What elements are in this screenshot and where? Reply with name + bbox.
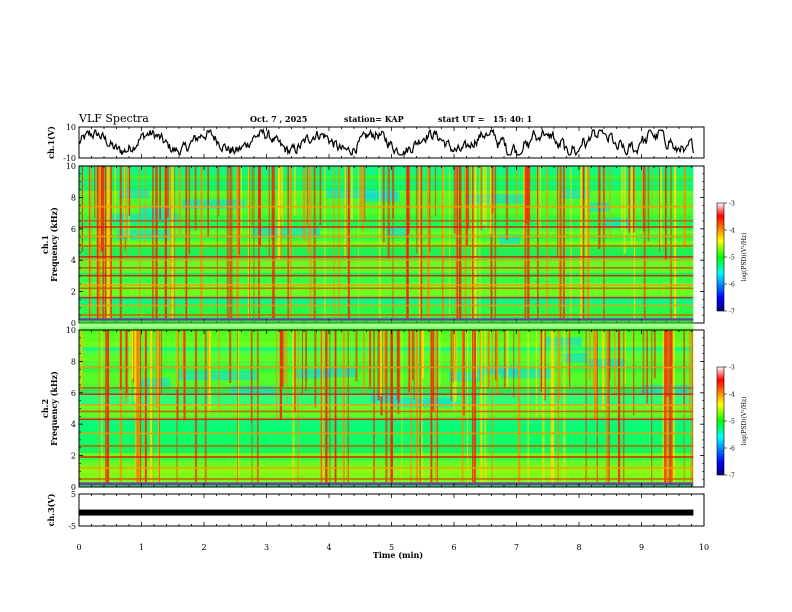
frequency-band bbox=[79, 432, 694, 435]
y-tick-label: 8 bbox=[71, 193, 76, 202]
x-tick-label: 2 bbox=[201, 543, 206, 552]
waveform-trace bbox=[78, 127, 694, 157]
frequency-band bbox=[79, 245, 694, 247]
frequency-band bbox=[79, 226, 694, 228]
colorbar-label: log(PSD)(V²/Hz) bbox=[741, 397, 748, 446]
frequency-band bbox=[79, 267, 694, 269]
station-label: station= KAP bbox=[344, 114, 404, 124]
frequency-band bbox=[79, 366, 694, 369]
frequency-band bbox=[79, 404, 694, 406]
spectrogram-ch2-cells bbox=[79, 320, 704, 487]
colorbar-tick-label: -4 bbox=[729, 392, 735, 399]
y-tick-label: 10 bbox=[66, 162, 76, 171]
frequency-band bbox=[79, 478, 694, 480]
x-tick-label: 10 bbox=[699, 543, 709, 552]
frequency-band bbox=[79, 314, 694, 316]
x-axis-label: Time (min) bbox=[373, 550, 423, 560]
x-tick-label: 0 bbox=[76, 543, 81, 552]
y-axis-label: ch.2 bbox=[40, 399, 50, 418]
colorbar-tick-label: -3 bbox=[729, 201, 735, 208]
y-tick-label: 10 bbox=[66, 123, 76, 132]
frequency-band bbox=[79, 467, 694, 469]
x-tick-label: 5 bbox=[389, 543, 394, 552]
colorbar-tick-label: -6 bbox=[729, 446, 735, 453]
y-tick-label: -5 bbox=[68, 522, 76, 531]
colorbar-scale bbox=[716, 366, 725, 476]
y-axis-label: ch.3(V) bbox=[46, 493, 56, 526]
spectrogram-ch1-cells bbox=[79, 165, 704, 323]
frequency-band bbox=[79, 304, 694, 307]
x-tick-label: 9 bbox=[639, 543, 644, 552]
frequency-band bbox=[79, 445, 694, 447]
y-tick-label: 0 bbox=[71, 319, 76, 328]
colorbar-tick-label: -5 bbox=[729, 255, 735, 262]
frequency-band bbox=[79, 219, 694, 222]
spectrogram-ch1-colorbar: -3 -4 -5 -6 -7 log(PSD)(V²/Hz) bbox=[716, 201, 748, 316]
colorbar-tick-label: -7 bbox=[729, 309, 735, 316]
frequency-band bbox=[79, 296, 694, 299]
y-tick-label: 6 bbox=[71, 389, 76, 398]
frequency-band bbox=[79, 287, 694, 290]
frequency-band bbox=[79, 387, 694, 389]
panel-waveform-ch1: 10 -10 ch.1(V) bbox=[46, 123, 705, 163]
colorbar-scale bbox=[716, 202, 725, 312]
x-tick-label: 6 bbox=[451, 543, 456, 552]
y-tick-label: 6 bbox=[71, 225, 76, 234]
y-tick-label: 2 bbox=[71, 452, 76, 461]
figure-title: VLF Spectra bbox=[79, 112, 149, 125]
colorbar-tick-label: -3 bbox=[729, 365, 735, 372]
colorbar-tick-label: -5 bbox=[729, 419, 735, 426]
y-axis-label: ch.1(V) bbox=[46, 126, 56, 159]
frequency-band bbox=[79, 256, 694, 258]
panel-spectrogram-ch1: -3 -4 -5 -6 -7 log(PSD)(V²/Hz) 0 2 4 6 8 10 ch.1 Freq… bbox=[40, 162, 748, 328]
panel-spectrogram-ch2: -3 -4 -5 -6 -7 log(PSD)(V²/Hz) 0 2 4 6 8 10 ch.2 Freq… bbox=[40, 320, 748, 492]
date-label: Oct. 7 , 2025 bbox=[250, 114, 308, 124]
y-axis-label: ch.1 bbox=[40, 235, 50, 254]
frequency-band bbox=[79, 205, 694, 208]
y-tick-label: 5 bbox=[71, 490, 76, 499]
colorbar-tick-label: -7 bbox=[729, 473, 735, 480]
y-axis-label: Frequency (kHz) bbox=[49, 207, 59, 282]
frequency-band bbox=[79, 259, 694, 261]
frequency-band bbox=[79, 418, 694, 421]
start-time-label: start UT = 15: 40: 1 bbox=[438, 114, 533, 124]
y-tick-label: 4 bbox=[71, 420, 76, 429]
x-tick-label: 3 bbox=[264, 543, 269, 552]
colorbar-tick-label: -4 bbox=[729, 228, 735, 235]
y-tick-label: 2 bbox=[71, 288, 76, 297]
y-tick-label: 10 bbox=[66, 326, 76, 335]
frequency-band bbox=[79, 393, 694, 395]
frequency-band bbox=[79, 274, 694, 277]
waveform-ch3-trace bbox=[79, 509, 694, 516]
x-tick-label: 7 bbox=[514, 543, 519, 552]
x-tick-label: 8 bbox=[576, 543, 581, 552]
y-tick-label: 4 bbox=[71, 256, 76, 265]
y-tick-label: 8 bbox=[71, 357, 76, 366]
waveform-trace bbox=[79, 509, 694, 516]
colorbar-label: log(PSD)(V²/Hz) bbox=[741, 233, 748, 282]
y-tick-label: -10 bbox=[63, 154, 76, 163]
waveform-ch1-trace bbox=[78, 127, 694, 157]
panel-waveform-ch3: 5 -5 ch.3(V) bbox=[46, 490, 705, 531]
frequency-band bbox=[79, 456, 694, 458]
y-tick-label: 0 bbox=[71, 483, 76, 492]
y-axis-label: Frequency (kHz) bbox=[49, 371, 59, 446]
x-tick-label: 4 bbox=[326, 543, 331, 552]
spectrogram-ch2-colorbar: -3 -4 -5 -6 -7 log(PSD)(V²/Hz) bbox=[716, 365, 748, 480]
frequency-band bbox=[79, 235, 694, 238]
frequency-band bbox=[79, 284, 694, 286]
x-axis: 0 1 2 3 4 5 6 7 8 9 10 Time (min) bbox=[76, 543, 709, 560]
colorbar-tick-label: -6 bbox=[729, 282, 735, 289]
x-tick-label: 1 bbox=[139, 543, 144, 552]
frequency-band bbox=[79, 410, 694, 413]
